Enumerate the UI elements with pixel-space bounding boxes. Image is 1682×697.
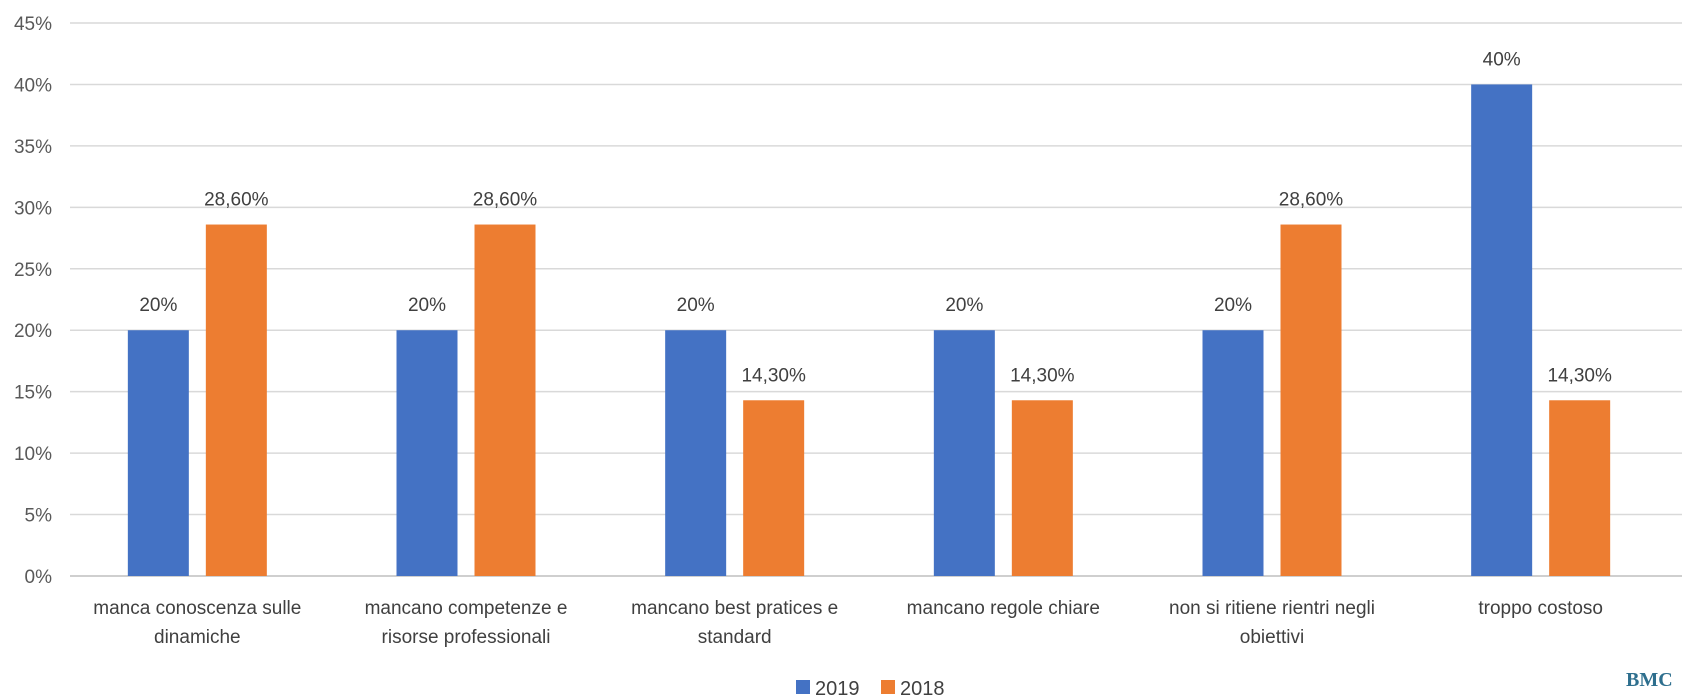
- bar-2018-4: [1280, 224, 1342, 576]
- watermark-logo: BMC: [1626, 669, 1673, 691]
- y-tick-label: 5%: [25, 506, 53, 527]
- bar-2018-5: [1549, 400, 1611, 576]
- gridlines: [70, 22, 1682, 577]
- category-label: manca conoscenza sulle: [93, 598, 301, 619]
- bar-2019-2: [665, 330, 727, 576]
- bar-2018-1: [474, 224, 536, 576]
- bar-2019-1: [396, 330, 458, 576]
- category-label: standard: [698, 627, 772, 648]
- y-tick-label: 10%: [14, 444, 52, 465]
- legend-label: 2018: [900, 678, 945, 697]
- category-label: mancano competenze e: [365, 598, 568, 619]
- y-tick-label: 25%: [14, 260, 52, 281]
- bar-2019-0: [127, 330, 189, 576]
- data-label: 20%: [677, 295, 715, 316]
- data-label: 14,30%: [1010, 365, 1075, 386]
- data-label: 28,60%: [204, 190, 269, 211]
- data-label: 40%: [1483, 49, 1521, 70]
- bar-2018-3: [1011, 400, 1073, 576]
- data-labels: 20% 28,60% 20% 28,60% 20% 14,30% 20% 14,30% 20% 2…: [139, 49, 1612, 386]
- x-axis-categories: manca conoscenza sulle dinamiche mancano c…: [93, 598, 1603, 648]
- y-tick-label: 20%: [14, 321, 52, 342]
- legend-swatch-2019: [796, 680, 810, 694]
- bar-2018-0: [205, 224, 267, 576]
- category-label: risorse professionali: [382, 627, 551, 648]
- bars: [127, 84, 1611, 576]
- y-tick-label: 30%: [14, 198, 52, 219]
- bar-2019-4: [1202, 330, 1264, 576]
- y-tick-label: 45%: [14, 14, 52, 35]
- data-label: 14,30%: [1547, 365, 1612, 386]
- data-label: 14,30%: [741, 365, 806, 386]
- y-tick-label: 15%: [14, 383, 52, 404]
- data-label: 20%: [408, 295, 446, 316]
- category-label: mancano best pratices e: [631, 598, 838, 619]
- legend-swatch-2018: [881, 680, 895, 694]
- category-label: non si ritiene rientri negli: [1169, 598, 1375, 619]
- y-tick-label: 0%: [25, 567, 53, 588]
- y-axis-ticks: 0% 5% 10% 15% 20% 25% 30% 35% 40% 45%: [14, 14, 52, 588]
- category-label: dinamiche: [154, 627, 241, 648]
- category-label: mancano regole chiare: [907, 598, 1100, 619]
- category-label: troppo costoso: [1478, 598, 1603, 619]
- y-tick-label: 40%: [14, 75, 52, 96]
- data-label: 20%: [139, 295, 177, 316]
- data-label: 28,60%: [473, 190, 538, 211]
- bar-2019-5: [1471, 84, 1533, 576]
- data-label: 28,60%: [1279, 190, 1344, 211]
- bar-2018-2: [743, 400, 805, 576]
- legend-label: 2019: [815, 678, 860, 697]
- data-label: 20%: [945, 295, 983, 316]
- category-label: obiettivi: [1240, 627, 1304, 648]
- bar-2019-3: [933, 330, 995, 576]
- y-tick-label: 35%: [14, 137, 52, 158]
- legend: 2019 2018: [796, 678, 945, 697]
- data-label: 20%: [1214, 295, 1252, 316]
